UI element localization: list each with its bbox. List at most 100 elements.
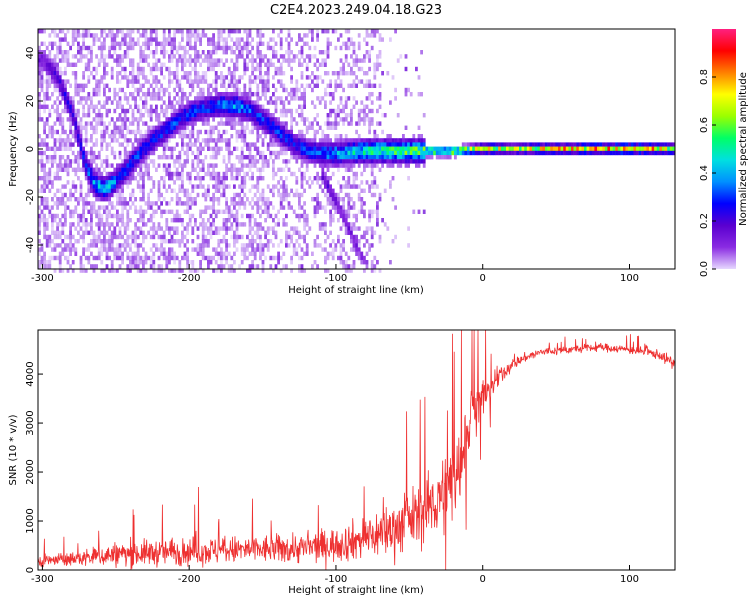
spectrogram-cell bbox=[243, 163, 247, 168]
spectrogram-cell bbox=[110, 260, 114, 265]
spectrogram-cell bbox=[118, 167, 122, 172]
spectrogram-cell bbox=[212, 96, 215, 101]
spectrogram-cell bbox=[181, 268, 184, 273]
spectrogram-cell bbox=[295, 230, 299, 235]
spectrogram-cell bbox=[103, 62, 106, 67]
spectrogram-cell bbox=[45, 75, 49, 80]
spectrogram-cell bbox=[100, 222, 104, 227]
spectrogram-cell bbox=[131, 45, 135, 51]
spectrogram-cell bbox=[51, 255, 54, 261]
spectrogram-cell bbox=[157, 155, 161, 160]
spectrogram-cell bbox=[87, 45, 91, 51]
spectrogram-cell bbox=[121, 41, 124, 46]
spectrogram-cell bbox=[100, 138, 104, 143]
spectrogram-cell bbox=[61, 239, 65, 244]
spectrogram-cell bbox=[243, 87, 247, 93]
spectrogram-cell bbox=[207, 113, 210, 118]
spectrogram-cell bbox=[186, 104, 189, 109]
spectrogram-cell bbox=[191, 87, 195, 93]
spectrogram-cell bbox=[123, 117, 127, 122]
spectrogram-cell bbox=[178, 188, 182, 193]
spectrogram-cell bbox=[347, 222, 351, 227]
spectrogram-cell bbox=[95, 163, 98, 168]
spectrogram-cell bbox=[126, 150, 130, 156]
spectrogram-cell bbox=[285, 192, 288, 198]
spectrogram-cell bbox=[266, 58, 270, 63]
spectrogram-cell bbox=[373, 264, 377, 269]
spectrogram-cell bbox=[113, 192, 117, 198]
spectrogram-cell bbox=[168, 268, 171, 273]
spectrogram-cell bbox=[95, 209, 98, 214]
spectrogram-cell bbox=[324, 87, 327, 93]
spectrogram-cell bbox=[79, 167, 83, 172]
spectrogram-cell bbox=[542, 142, 546, 147]
spectrogram-cell bbox=[212, 113, 215, 118]
spectrogram-cell bbox=[539, 150, 543, 156]
spectrogram-cell bbox=[227, 71, 231, 76]
spectrogram-cell bbox=[136, 129, 140, 135]
spectrogram-cell bbox=[305, 75, 309, 80]
spectrogram-cell bbox=[259, 33, 262, 38]
spectrogram-cell bbox=[363, 201, 366, 206]
colorbar-tick-label: 0.8 bbox=[699, 69, 710, 85]
spectrogram-cell bbox=[339, 79, 343, 84]
spectrogram-cell bbox=[144, 251, 148, 256]
spectrogram-cell bbox=[305, 243, 309, 248]
spectrogram-cell bbox=[139, 96, 143, 101]
spectrogram-cell bbox=[516, 146, 520, 151]
spectrogram-cell bbox=[350, 167, 353, 172]
spectrogram-cell bbox=[38, 58, 41, 63]
spectrogram-cell bbox=[129, 71, 132, 76]
spectrogram-cell bbox=[230, 171, 234, 177]
spectrogram-cell bbox=[272, 176, 275, 181]
spectrogram-cell bbox=[188, 41, 192, 46]
spectrogram-cell bbox=[381, 138, 384, 143]
spectrogram-cell bbox=[144, 222, 148, 227]
spectrogram-cell bbox=[136, 155, 140, 160]
spectrogram-cell bbox=[194, 108, 197, 114]
spectrogram-cell bbox=[131, 121, 135, 126]
spectrogram-cell bbox=[256, 50, 260, 55]
spectrogram-cell bbox=[136, 243, 140, 248]
spectrogram-cell bbox=[129, 255, 132, 261]
spectrogram-cell bbox=[126, 29, 130, 34]
spectrogram-cell bbox=[95, 66, 98, 72]
spectrogram-cell bbox=[321, 29, 325, 34]
spectrogram-cell bbox=[311, 54, 314, 59]
spectrogram-cell bbox=[194, 50, 197, 55]
spectrogram-cell bbox=[256, 96, 260, 101]
spectrogram-cell bbox=[77, 142, 80, 147]
spectrogram-cell bbox=[282, 184, 286, 189]
spectrogram-cell bbox=[305, 54, 309, 59]
spectrogram-cell bbox=[376, 29, 379, 34]
spectrogram-cell bbox=[217, 41, 221, 46]
spectrogram-cell bbox=[344, 146, 348, 151]
spectrogram-cell bbox=[168, 201, 171, 206]
spectrogram-cell bbox=[92, 33, 96, 38]
spectrogram-cell bbox=[256, 205, 260, 210]
spectrogram-cell bbox=[87, 209, 91, 214]
spectrogram-cell bbox=[272, 167, 275, 172]
spectrogram-cell bbox=[313, 197, 317, 202]
spectrogram-cell bbox=[45, 87, 49, 93]
spectrogram-cell bbox=[165, 155, 169, 160]
spectrogram-cell bbox=[469, 150, 473, 156]
spectrogram-cell bbox=[279, 176, 283, 181]
spectrogram-cell bbox=[220, 239, 223, 244]
spectrogram-cell bbox=[261, 75, 265, 80]
spectrogram-cell bbox=[295, 150, 299, 156]
spectrogram-cell bbox=[370, 159, 374, 164]
spectrogram-cell bbox=[298, 138, 301, 143]
spectrogram-cell bbox=[214, 163, 218, 168]
spectrogram-cell bbox=[53, 150, 57, 156]
spectrogram-cell bbox=[251, 251, 254, 256]
spectrogram-cell bbox=[355, 176, 358, 181]
spectrogram-cell bbox=[269, 188, 273, 193]
spectrogram-cell bbox=[58, 113, 62, 118]
spectrogram-cell bbox=[103, 121, 106, 126]
spectrogram-cell bbox=[53, 176, 57, 181]
spectrogram-cell bbox=[376, 201, 379, 206]
spectrogram-cell bbox=[152, 62, 156, 67]
spectrogram-cell bbox=[199, 79, 202, 84]
spectrogram-cell bbox=[298, 255, 301, 261]
